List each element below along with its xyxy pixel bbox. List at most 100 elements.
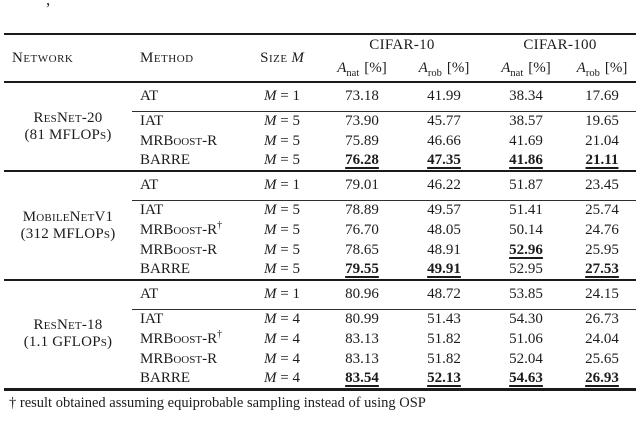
accuracy-cell: 75.89	[320, 131, 404, 151]
method-label: AT	[140, 286, 159, 303]
accuracy-symbol: A	[501, 60, 511, 76]
accuracy-value: 80.99	[345, 310, 379, 327]
accuracy-cell: 76.28	[320, 151, 404, 171]
accuracy-cell: 51.41	[484, 200, 568, 220]
accuracy-subscript: nat	[510, 68, 524, 79]
accuracy-value: 51.87	[509, 177, 543, 194]
method-label: MRBoost-R	[140, 221, 218, 238]
accuracy-cell: 83.54	[320, 369, 404, 389]
method-cell: BARRE	[132, 151, 244, 171]
best-accuracy-value: 52.13	[427, 369, 461, 386]
accuracy-value: 38.34	[509, 88, 543, 105]
col-group-cifar10: CIFAR-10	[369, 37, 435, 53]
accuracy-symbol: A	[576, 60, 586, 76]
table-row: IAT M = 5 78.89 49.57 51.41 25.74	[4, 200, 636, 220]
best-accuracy-value: 52.96	[509, 241, 543, 258]
best-accuracy-value: 26.93	[585, 369, 619, 386]
accuracy-value: 51.43	[427, 310, 461, 327]
accuracy-cell: 38.34	[484, 82, 568, 112]
accuracy-cell: 52.95	[484, 260, 568, 280]
accuracy-subscript: nat	[346, 68, 360, 79]
accuracy-cell: 52.04	[484, 349, 568, 369]
method-cell: IAT	[132, 111, 244, 131]
accuracy-cell: 46.66	[404, 131, 484, 151]
accuracy-cell: 79.01	[320, 171, 404, 201]
accuracy-cell: 41.99	[404, 82, 484, 112]
size-symbol: M	[264, 369, 277, 386]
col-subheader-arob-cifar100: Arob [%]	[568, 56, 636, 82]
accuracy-value: 73.90	[345, 112, 379, 129]
size-value: = 5	[276, 261, 300, 277]
accuracy-value: 25.65	[585, 350, 619, 367]
ensemble-size-cell: M = 1	[244, 280, 320, 310]
ensemble-size-cell: M = 4	[244, 309, 320, 329]
method-label: IAT	[140, 112, 164, 129]
best-accuracy-value: 79.55	[345, 261, 379, 277]
size-value: = 5	[276, 112, 300, 129]
ensemble-size-cell: M = 5	[244, 260, 320, 280]
accuracy-symbol: A	[337, 60, 347, 76]
best-accuracy-value: 49.91	[427, 261, 461, 277]
ensemble-size-cell: M = 5	[244, 200, 320, 220]
table-row: IAT M = 5 73.90 45.77 38.57 19.65	[4, 111, 636, 131]
accuracy-value: 53.85	[509, 286, 543, 303]
accuracy-cell: 51.82	[404, 349, 484, 369]
accuracy-cell: 21.11	[568, 151, 636, 171]
accuracy-cell: 54.63	[484, 369, 568, 389]
network-flops: (1.1 GFLOPs)	[23, 334, 113, 351]
accuracy-cell: 45.77	[404, 111, 484, 131]
accuracy-cell: 73.90	[320, 111, 404, 131]
network-block: ResNet-18 (1.1 GFLOPs) AT M = 1 80.96 48.72 53…	[4, 280, 637, 389]
accuracy-cell: 41.69	[484, 131, 568, 151]
size-symbol: M	[264, 112, 277, 129]
method-cell: MRBoost-R	[132, 349, 244, 369]
accuracy-cell: 46.22	[404, 171, 484, 201]
accuracy-value: 76.70	[345, 221, 379, 238]
accuracy-cell: 83.13	[320, 329, 404, 349]
accuracy-cell: 51.82	[404, 329, 484, 349]
size-value: = 4	[276, 350, 300, 367]
accuracy-value: 83.13	[345, 330, 379, 347]
method-label: MRBoost-R	[140, 330, 218, 347]
accuracy-cell: 80.99	[320, 309, 404, 329]
size-value: = 1	[276, 88, 300, 105]
size-symbol: M	[264, 201, 277, 218]
accuracy-value: 23.45	[585, 177, 619, 194]
accuracy-cell: 47.35	[404, 151, 484, 171]
accuracy-cell: 38.57	[484, 111, 568, 131]
method-label: BARRE	[140, 261, 191, 277]
accuracy-cell: 50.14	[484, 220, 568, 240]
accuracy-value: 41.99	[427, 88, 461, 105]
size-symbol: M	[264, 132, 277, 149]
col-subheader-anat-cifar10: Anat [%]	[320, 56, 404, 82]
best-accuracy-value: 41.86	[509, 152, 543, 168]
accuracy-cell: 25.65	[568, 349, 636, 369]
method-cell: IAT	[132, 200, 244, 220]
method-label: MRBoost-R	[140, 241, 218, 258]
accuracy-value: 45.77	[427, 112, 461, 129]
ensemble-size-cell: M = 4	[244, 349, 320, 369]
table-row: MRBoost-R M = 5 75.89 46.66 41.69 21.04	[4, 131, 636, 151]
size-value: = 4	[276, 310, 300, 327]
accuracy-value: 78.65	[345, 241, 379, 258]
network-cell: MobileNetV1 (312 MFLOPs)	[4, 171, 132, 280]
accuracy-cell: 48.05	[404, 220, 484, 240]
method-label: AT	[140, 88, 159, 105]
accuracy-value: 54.30	[509, 310, 543, 327]
accuracy-value: 83.13	[345, 350, 379, 367]
ensemble-size-cell: M = 4	[244, 369, 320, 389]
accuracy-cell: 79.55	[320, 260, 404, 280]
ensemble-size-cell: M = 5	[244, 151, 320, 171]
table-row: IAT M = 4 80.99 51.43 54.30 26.73	[4, 309, 636, 329]
table-row: MRBoost-R M = 4 83.13 51.82 52.04 25.65	[4, 349, 636, 369]
accuracy-value: 80.96	[345, 286, 379, 303]
accuracy-value: 51.06	[509, 330, 543, 347]
accuracy-value: 73.18	[345, 88, 379, 105]
accuracy-cell: 51.43	[404, 309, 484, 329]
method-label: MRBoost-R	[140, 132, 218, 149]
ensemble-size-cell: M = 5	[244, 220, 320, 240]
size-value: = 4	[276, 369, 300, 386]
table-row: MobileNetV1 (312 MFLOPs) AT M = 1 79.01 46.22…	[4, 171, 637, 242]
accuracy-cell: 76.70	[320, 220, 404, 240]
table-row: ResNet-18 (1.1 GFLOPs) AT M = 1 80.96 48.72 53…	[4, 280, 637, 350]
